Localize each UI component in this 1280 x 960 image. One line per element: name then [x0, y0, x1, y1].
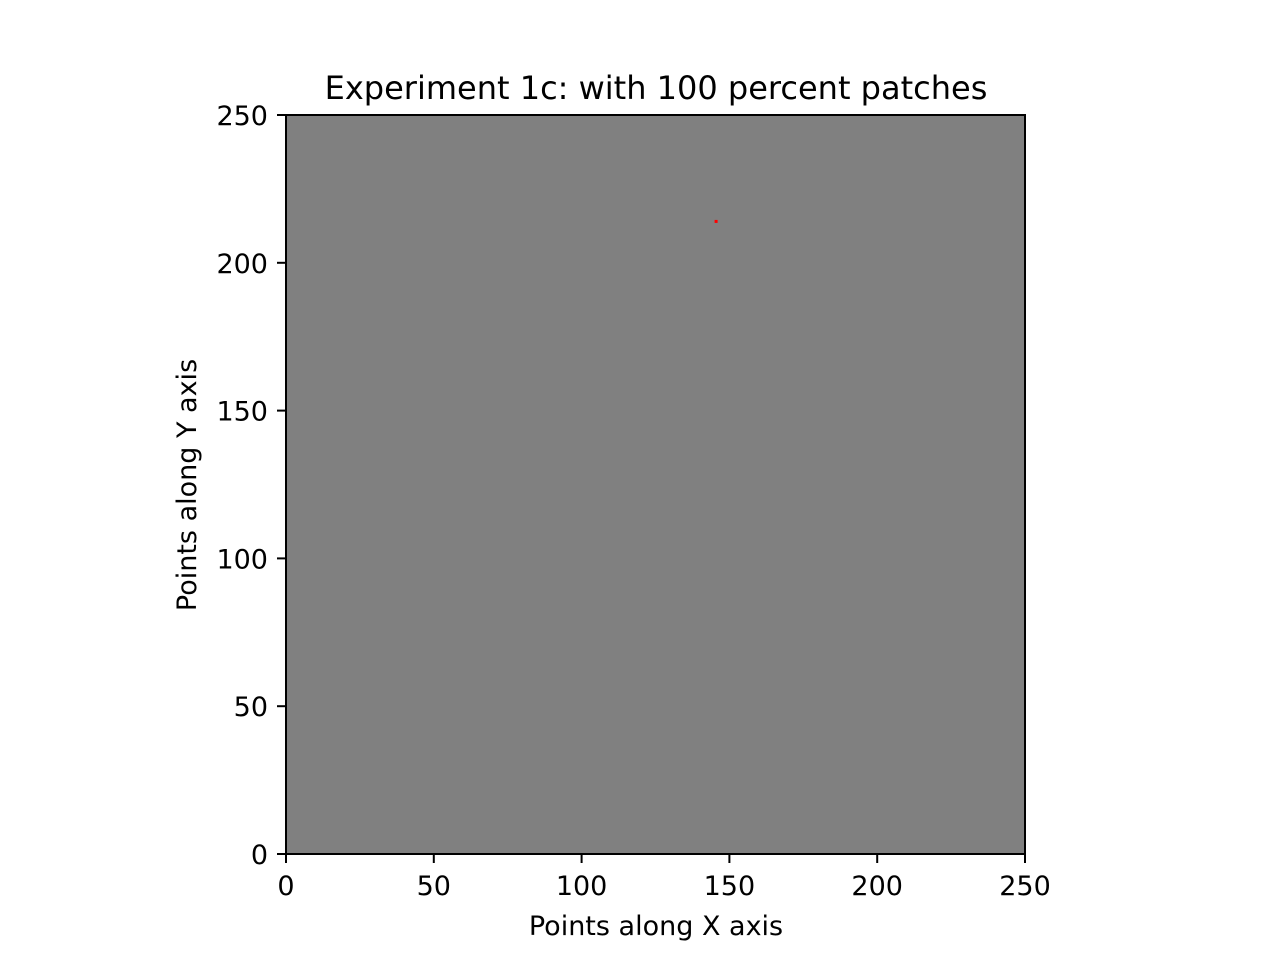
y-tick-label: 50	[234, 692, 268, 723]
plot-area	[286, 115, 1025, 854]
y-axis-ticks: 0 50 100 150 200 250	[216, 101, 286, 871]
x-tick-label: 0	[277, 871, 294, 902]
data-point	[714, 219, 718, 223]
chart-title: Experiment 1c: with 100 percent patches	[325, 69, 988, 107]
x-tick-label: 200	[851, 871, 903, 902]
plot-frame	[285, 114, 1026, 855]
x-tick-label: 100	[556, 871, 608, 902]
y-tick-label: 150	[216, 397, 268, 428]
y-tick-label: 200	[216, 249, 268, 280]
y-axis-label: Points along Y axis	[172, 359, 203, 611]
x-tick-label: 50	[417, 871, 451, 902]
y-tick-label: 0	[251, 840, 268, 871]
y-tick-label: 250	[216, 101, 268, 132]
x-axis-label: Points along X axis	[529, 911, 783, 942]
data-points	[714, 219, 718, 223]
y-tick-label: 100	[216, 544, 268, 575]
x-tick-label: 150	[704, 871, 756, 902]
x-tick-label: 250	[999, 871, 1051, 902]
x-axis-ticks: 0 50 100 150 200 250	[277, 854, 1051, 902]
